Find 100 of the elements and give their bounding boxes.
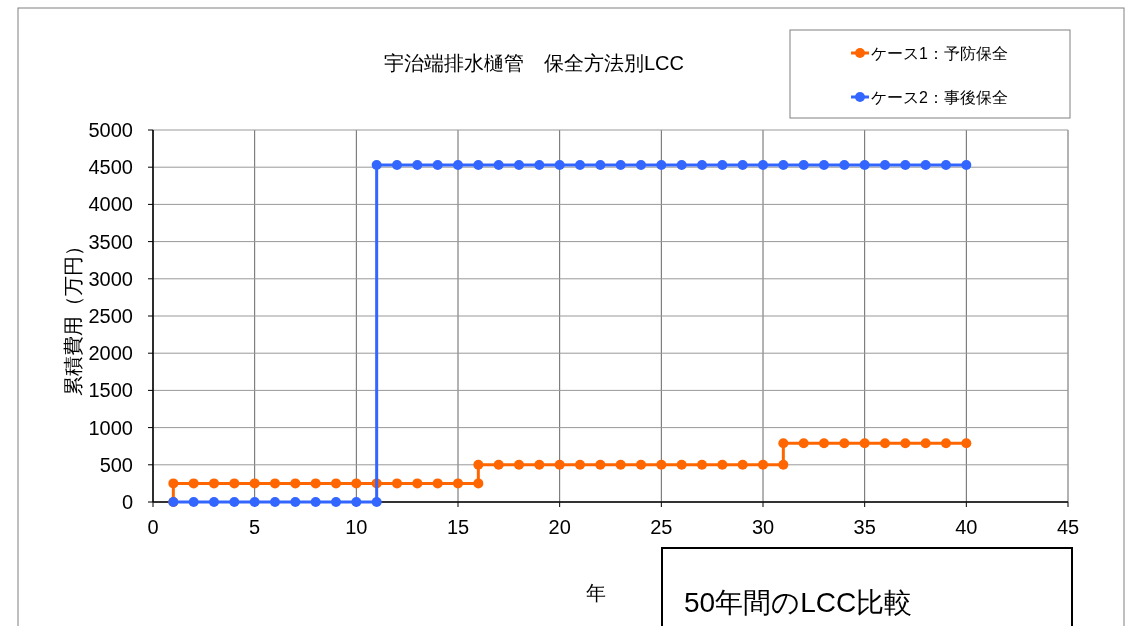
point [270, 478, 280, 489]
legend-label: ケース2：事後保全 [871, 89, 1008, 106]
x-tick-label: 45 [1056, 516, 1080, 538]
point [534, 159, 545, 170]
point [534, 459, 545, 470]
x-tick-label: 20 [548, 516, 571, 538]
point [209, 478, 219, 489]
point [575, 159, 585, 170]
point [249, 497, 260, 507]
y-tick-label: 1500 [88, 379, 133, 402]
point [514, 159, 524, 170]
point [453, 159, 463, 170]
point [188, 497, 199, 507]
point [453, 478, 463, 489]
point [859, 438, 870, 449]
point [636, 459, 646, 470]
point [737, 159, 748, 170]
point [229, 497, 240, 507]
legend-label: ケース1：予防保全 [871, 45, 1008, 62]
point [412, 478, 423, 489]
point [554, 459, 565, 470]
y-tick-label: 5000 [88, 119, 133, 141]
point [697, 159, 707, 170]
x-tick-label: 10 [345, 516, 368, 538]
point [290, 497, 301, 507]
point [920, 159, 931, 170]
point [798, 159, 809, 170]
point [290, 478, 301, 489]
point [595, 159, 606, 170]
chart-title: 宇治端排水樋管 保全方法別LCC [383, 52, 685, 74]
point [432, 159, 443, 170]
x-tick-label: 40 [955, 516, 978, 538]
y-tick-label: 2500 [88, 305, 133, 327]
point [493, 459, 504, 470]
point [778, 438, 789, 449]
point [941, 159, 951, 170]
point [717, 459, 728, 470]
y-tick-label: 500 [99, 453, 133, 476]
point [778, 459, 789, 470]
point [656, 159, 667, 170]
point [941, 438, 951, 449]
point [331, 497, 341, 507]
point [778, 159, 789, 170]
point [412, 159, 423, 170]
x-tick-label: 35 [853, 516, 876, 538]
y-tick-label: 1000 [88, 416, 133, 439]
y-tick-label: 4500 [88, 156, 133, 179]
point [819, 438, 829, 449]
point [331, 478, 341, 489]
point [737, 459, 748, 470]
point [636, 159, 646, 170]
point [209, 497, 219, 507]
y-tick-label: 4000 [88, 193, 133, 216]
x-tick-label: 0 [147, 516, 159, 538]
point [697, 459, 707, 470]
y-tick-label: 3000 [88, 267, 133, 290]
point [839, 438, 850, 449]
point [575, 459, 585, 470]
point [473, 478, 484, 489]
point [249, 478, 260, 489]
point [758, 459, 768, 470]
point [880, 159, 890, 170]
point [676, 159, 687, 170]
point [961, 159, 972, 170]
x-tick-label: 5 [249, 516, 261, 538]
point [615, 159, 626, 170]
y-axis-title: 累積費用（万円） [62, 236, 84, 396]
point [351, 497, 362, 507]
point [900, 438, 911, 449]
x-tick-label: 15 [446, 516, 470, 538]
point [371, 159, 382, 170]
point [615, 459, 626, 470]
point [880, 438, 890, 449]
point [188, 478, 199, 489]
point [514, 459, 524, 470]
point [758, 159, 768, 170]
point [310, 478, 321, 489]
x-tick-label: 25 [650, 516, 673, 538]
point [229, 478, 240, 489]
point [676, 459, 687, 470]
y-tick-label: 0 [121, 491, 133, 513]
point [270, 497, 280, 507]
point [859, 159, 870, 170]
point [656, 459, 667, 470]
point [717, 159, 728, 170]
x-axis-title: 年 [586, 582, 606, 604]
point [900, 159, 911, 170]
point [595, 459, 606, 470]
point [392, 159, 402, 170]
point [351, 478, 362, 489]
point [473, 459, 484, 470]
point [168, 478, 179, 489]
text: 50年間のLCC比較 [684, 587, 913, 618]
point [310, 497, 321, 507]
point [371, 497, 382, 507]
point [920, 438, 931, 449]
point [839, 159, 850, 170]
y-tick-label: 2000 [88, 342, 133, 365]
point [819, 159, 829, 170]
point [798, 438, 809, 449]
